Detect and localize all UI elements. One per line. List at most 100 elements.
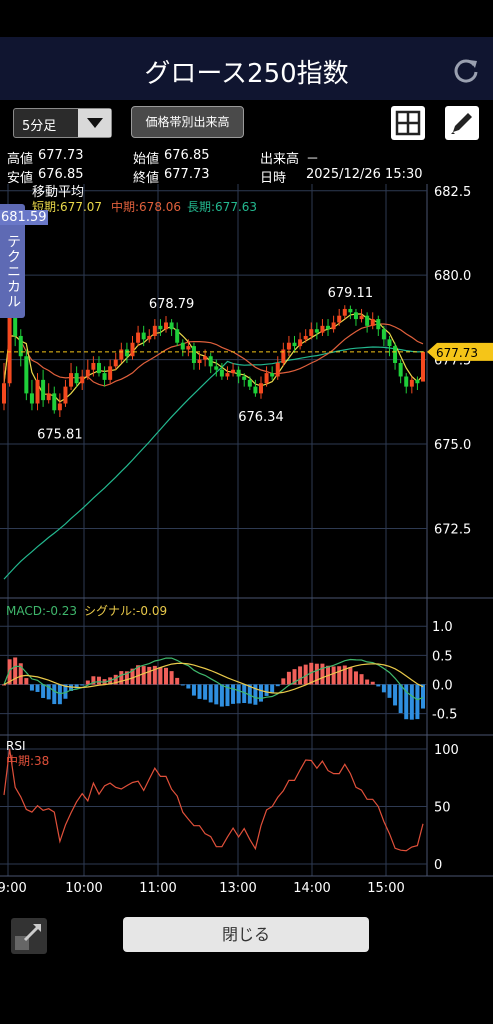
close-value: 677.73 <box>164 167 210 182</box>
macd-histogram-bar <box>186 684 191 689</box>
macd-histogram-bar <box>236 684 241 704</box>
short-ma-line <box>3 313 424 403</box>
macd-histogram-bar <box>24 678 29 685</box>
draw-button[interactable] <box>445 106 479 140</box>
current-price-tag <box>427 342 493 361</box>
app-header: グロース250指数 <box>0 37 493 100</box>
macd-histogram-bar <box>264 684 269 696</box>
macd-histogram-bar <box>303 664 308 685</box>
macd-histogram-bar <box>124 671 129 685</box>
technical-tab[interactable]: 681.59 テクニカル <box>0 204 48 318</box>
candle <box>264 373 269 384</box>
candle <box>292 342 297 347</box>
macd-histogram-bar <box>141 666 146 685</box>
macd-histogram-bar <box>247 684 252 704</box>
signal-line <box>3 662 424 694</box>
candle <box>231 369 236 374</box>
macd-histogram-bar <box>353 671 358 685</box>
price-annotation: 675.81 <box>37 428 83 443</box>
candle <box>359 315 364 320</box>
x-tick-label: 10:00 <box>65 881 102 896</box>
candle <box>24 356 29 394</box>
candle <box>236 369 241 377</box>
bottom-bar: 閉じる <box>0 902 493 1024</box>
macd-histogram-bar <box>331 666 336 685</box>
macd-histogram-bar <box>219 684 224 707</box>
candle <box>270 373 275 377</box>
candle <box>2 383 6 404</box>
candle <box>208 356 213 367</box>
macd-histogram-bar <box>421 684 425 709</box>
candle <box>415 379 420 384</box>
price-annotation: 676.34 <box>238 410 284 425</box>
rsi-mid-label: 中期:38 <box>6 753 49 768</box>
pencil-icon <box>451 113 472 134</box>
candle <box>219 369 224 377</box>
rsi-tick-label: 50 <box>434 801 451 816</box>
macd-histogram-bar <box>136 665 141 685</box>
candle <box>326 325 331 330</box>
macd-histogram-bar <box>231 684 236 704</box>
candle <box>41 379 46 401</box>
candle <box>96 362 101 374</box>
close-button[interactable]: 閉じる <box>123 917 369 952</box>
candle <box>85 369 90 377</box>
candle <box>113 359 118 367</box>
macd-histogram-bar <box>415 684 420 720</box>
long-ma-line <box>3 346 424 580</box>
macd-histogram-bar <box>409 684 414 720</box>
macd-histogram-bar <box>41 684 46 698</box>
macd-histogram-bar <box>253 684 258 705</box>
grid-layout-button[interactable] <box>391 106 425 140</box>
price-annotation: 678.79 <box>149 297 195 312</box>
chart-svg[interactable]: 09:00 10:00 11:00 13:00 14:00 15:00 682.5 680.0… <box>0 184 493 902</box>
volume-profile-button[interactable]: 価格帯別出来高 <box>131 106 244 138</box>
macd-histogram-bar <box>191 684 196 696</box>
macd-histogram-bar <box>164 667 169 685</box>
macd-histogram-bar <box>130 668 135 685</box>
candle <box>52 393 57 411</box>
macd-histogram-bar <box>197 684 202 699</box>
macd-histogram-bar <box>96 676 101 685</box>
candle <box>404 376 409 387</box>
macd-histogram-bar <box>314 663 319 685</box>
y-tick-label: 682.5 <box>434 185 471 200</box>
candle <box>314 329 319 333</box>
ohlc-info: 高値 677.73 始値 676.85 出来高 － 安値 676.85 終値 6… <box>0 148 493 188</box>
high-value: 677.73 <box>38 148 84 163</box>
macd-histogram-bar <box>35 684 40 692</box>
macd-histogram-bar <box>7 659 12 685</box>
macd-tick-label: -0.5 <box>432 708 457 723</box>
candle <box>102 373 107 380</box>
rsi-tick-label: 0 <box>434 858 442 873</box>
macd-histogram-bar <box>348 667 353 685</box>
macd-tick-label: 0.0 <box>432 678 453 693</box>
back-button[interactable] <box>11 918 47 954</box>
macd-histogram-bar <box>387 684 392 698</box>
candle <box>409 379 414 387</box>
macd-histogram-bar <box>46 684 51 700</box>
macd-histogram-bar <box>74 684 79 689</box>
chart-area[interactable]: 09:00 10:00 11:00 13:00 14:00 15:00 682.5 680.0… <box>0 184 493 902</box>
macd-histogram-bar <box>57 684 62 705</box>
interval-select[interactable]: 5分足 <box>13 108 112 138</box>
candle <box>147 335 152 340</box>
macd-histogram-bar <box>169 671 174 685</box>
price-annotation: 679.11 <box>328 286 374 301</box>
refresh-icon[interactable] <box>453 57 479 83</box>
datetime-value: 2025/12/26 15:30 <box>306 167 423 182</box>
candle <box>46 393 51 401</box>
side-price-label: 681.59 <box>0 210 48 225</box>
macd-histogram-bar <box>365 679 370 685</box>
candle <box>281 349 286 363</box>
macd-label: MACD:-0.23 <box>6 604 77 618</box>
macd-histogram-bar <box>309 662 314 685</box>
candle <box>242 376 247 380</box>
macd-histogram-bar <box>370 681 375 685</box>
candle <box>119 349 124 360</box>
candle <box>214 366 219 370</box>
macd-histogram-bar <box>393 684 398 706</box>
candle <box>91 362 96 370</box>
x-tick-label: 14:00 <box>293 881 330 896</box>
macd-histogram-bar <box>359 674 364 685</box>
